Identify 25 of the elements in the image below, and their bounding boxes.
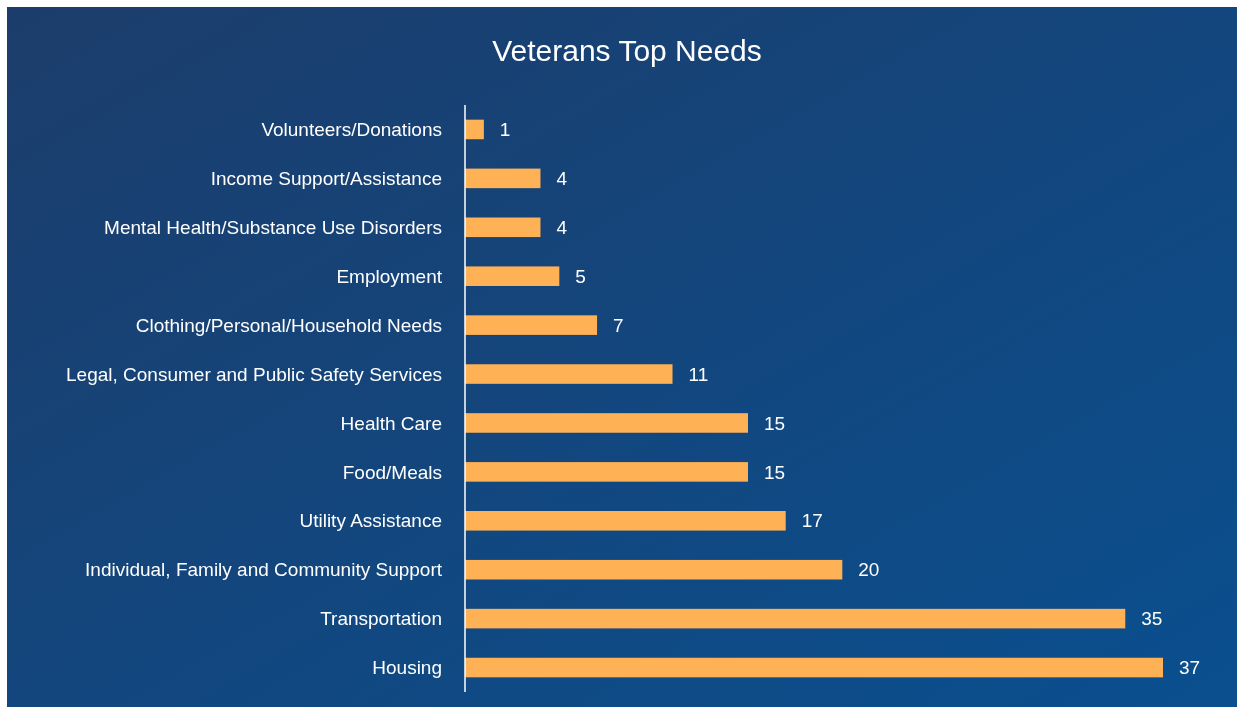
- data-label: 15: [763, 412, 786, 434]
- y-tick-label: Utility Assistance: [299, 510, 442, 532]
- data-label: 37: [1179, 657, 1201, 679]
- y-tick-label: Individual, Family and Community Support: [85, 559, 443, 581]
- data-label: 20: [858, 559, 880, 581]
- data-label: 15: [763, 461, 786, 483]
- data-label: 11: [688, 363, 709, 385]
- data-label: 4: [556, 168, 568, 190]
- chart-title: Veterans Top Needs: [492, 33, 762, 67]
- y-tick-label: Legal, Consumer and Public Safety Services: [66, 363, 442, 385]
- y-tick-label: Food/Meals: [342, 461, 442, 483]
- data-label: 5: [575, 265, 586, 287]
- data-label: 1: [499, 119, 511, 141]
- y-tick-label: Transportation: [320, 608, 442, 630]
- data-label: 35: [1141, 608, 1163, 630]
- y-tick-label: Mental Health/Substance Use Disorders: [104, 216, 442, 238]
- y-tick-label: Clothing/Personal/Household Needs: [135, 314, 442, 336]
- y-tick-label: Employment: [336, 265, 443, 287]
- y-tick-label: Housing: [372, 657, 442, 679]
- data-label: 7: [613, 314, 624, 336]
- data-label: 4: [556, 216, 568, 238]
- y-tick-label: Volunteers/Donations: [261, 119, 442, 141]
- y-tick-label: Income Support/Assistance: [210, 168, 442, 190]
- y-tick-label: Health Care: [340, 412, 442, 434]
- data-label: 17: [801, 510, 823, 532]
